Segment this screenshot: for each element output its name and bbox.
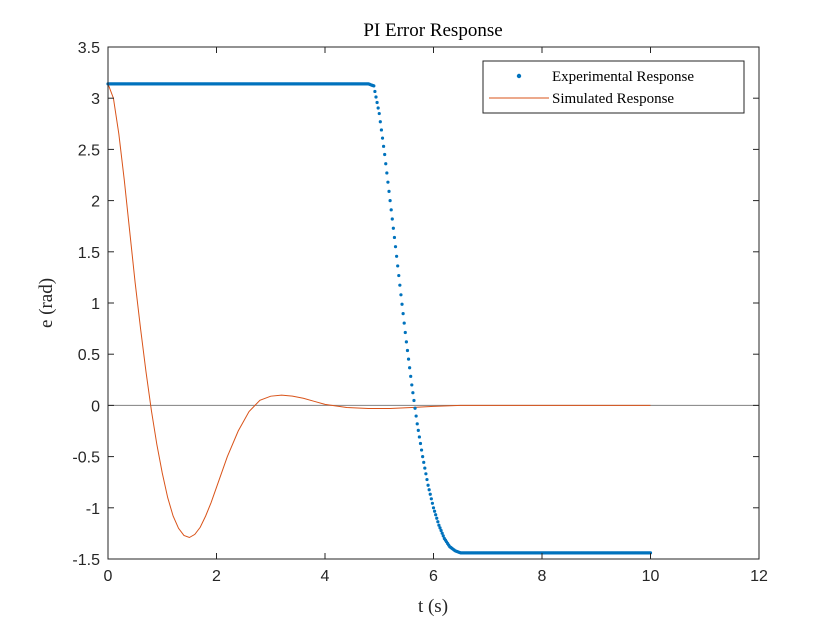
series-points-experimental xyxy=(106,82,653,555)
data-point xyxy=(412,398,416,403)
data-point xyxy=(374,95,378,99)
data-point xyxy=(416,428,420,432)
data-point xyxy=(399,293,403,297)
y-axis-label: e (rad) xyxy=(36,278,57,328)
y-tick-label: 3.5 xyxy=(78,40,100,57)
data-point xyxy=(417,435,421,439)
data-point xyxy=(390,217,394,221)
data-point xyxy=(404,340,408,344)
data-point xyxy=(384,162,388,166)
y-tick-label: 2 xyxy=(91,194,100,211)
data-point xyxy=(378,120,382,124)
x-tick-label: 0 xyxy=(104,568,113,585)
data-point xyxy=(381,144,386,148)
x-axis-label: t (s) xyxy=(418,596,448,617)
data-point xyxy=(402,321,406,325)
legend: Experimental Response Simulated Response xyxy=(482,60,745,114)
data-point xyxy=(419,448,424,452)
legend-box xyxy=(482,60,745,114)
data-point xyxy=(376,106,380,110)
data-point xyxy=(425,477,429,482)
data-point xyxy=(441,534,445,538)
data-point xyxy=(418,441,423,446)
y-tick-label: -1 xyxy=(86,501,100,518)
data-point xyxy=(373,89,377,94)
data-point xyxy=(401,312,405,316)
y-tick-label: -0.5 xyxy=(72,450,100,467)
chart-title: PI Error Response xyxy=(363,20,502,41)
data-point xyxy=(429,497,433,501)
data-point xyxy=(400,302,404,306)
data-point xyxy=(432,509,437,513)
data-point xyxy=(372,84,376,88)
data-point xyxy=(423,466,427,470)
data-point xyxy=(426,483,430,487)
data-point xyxy=(408,366,412,370)
x-tick-label: 6 xyxy=(429,568,438,585)
y-tick-label: -1.5 xyxy=(72,552,100,569)
data-point xyxy=(386,180,390,184)
x-tick-label: 10 xyxy=(642,568,660,585)
series-line-simulated xyxy=(107,83,651,539)
data-point xyxy=(440,531,444,535)
data-point xyxy=(422,460,426,464)
x-tick-label: 12 xyxy=(750,568,768,585)
data-point xyxy=(413,406,417,410)
data-point xyxy=(439,528,443,533)
data-point xyxy=(435,516,439,520)
data-point xyxy=(396,264,400,268)
data-point xyxy=(409,374,413,378)
y-tick-label: 1.5 xyxy=(78,245,100,262)
legend-label-experimental: Experimental Response xyxy=(552,69,694,85)
data-point xyxy=(406,357,411,361)
data-point xyxy=(389,208,393,212)
data-point xyxy=(375,100,379,105)
data-point xyxy=(391,226,395,230)
data-point xyxy=(411,391,415,395)
data-point xyxy=(393,245,398,249)
data-point xyxy=(436,520,440,524)
data-point xyxy=(434,513,438,517)
data-point xyxy=(397,273,401,278)
legend-label-simulated: Simulated Response xyxy=(552,91,674,107)
y-tick-label: 2.5 xyxy=(78,142,100,159)
plot-area xyxy=(108,47,759,559)
data-point xyxy=(438,526,442,530)
data-point xyxy=(430,501,435,505)
data-point xyxy=(379,128,384,132)
y-tick-label: 0.5 xyxy=(78,347,100,364)
data-point xyxy=(387,189,391,193)
data-point xyxy=(437,523,441,527)
data-point xyxy=(414,414,418,418)
x-tick-label: 4 xyxy=(321,568,330,585)
data-point xyxy=(427,488,431,492)
data-point xyxy=(428,492,432,496)
data-point xyxy=(380,136,385,140)
data-point xyxy=(410,383,414,387)
y-tick-label: 0 xyxy=(91,398,100,415)
data-point xyxy=(405,348,410,353)
data-point xyxy=(385,171,389,175)
data-point xyxy=(415,422,419,426)
data-point xyxy=(377,111,381,116)
data-point xyxy=(431,506,436,510)
data-point xyxy=(421,455,425,459)
data-point xyxy=(388,199,392,203)
data-point xyxy=(392,235,397,240)
data-point xyxy=(424,472,428,476)
data-point xyxy=(395,254,399,258)
x-tick-label: 8 xyxy=(538,568,547,585)
data-point xyxy=(648,551,653,555)
x-tick-label: 2 xyxy=(212,568,221,585)
y-tick-label: 1 xyxy=(91,296,100,313)
data-point xyxy=(383,152,387,157)
data-point xyxy=(403,330,407,335)
data-point xyxy=(398,283,402,287)
legend-marker-experimental xyxy=(516,73,522,79)
y-tick-label: 3 xyxy=(91,91,100,108)
